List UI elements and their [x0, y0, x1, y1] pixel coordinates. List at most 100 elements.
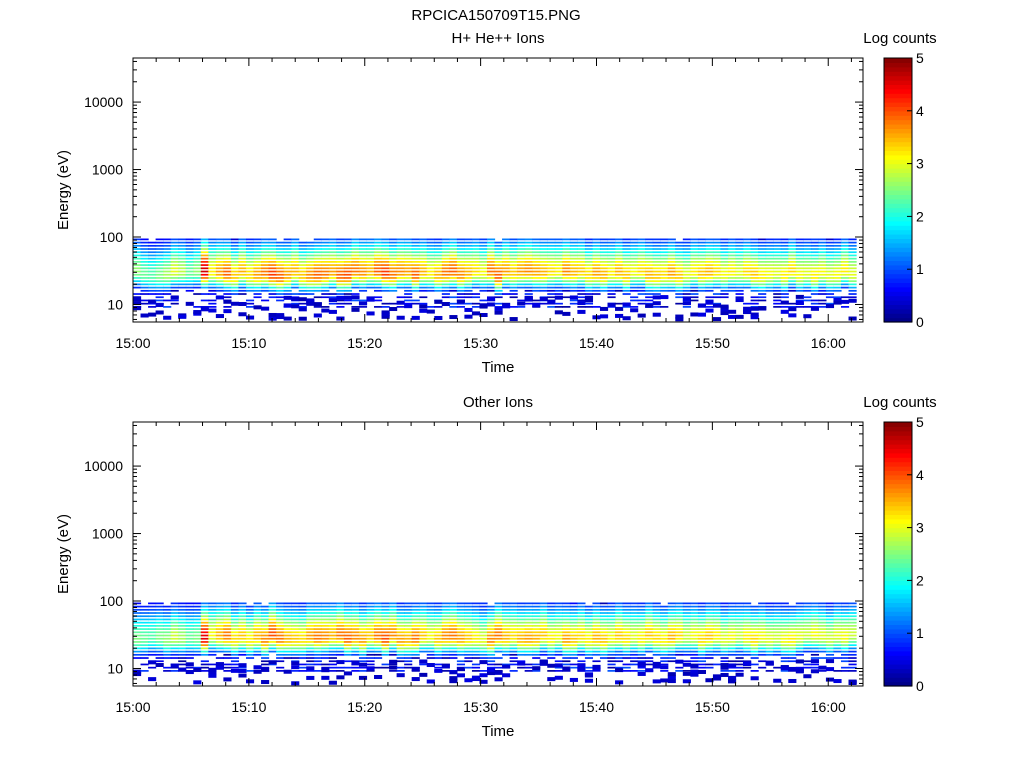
- heatmap-cell: [404, 621, 413, 624]
- heatmap-cell: [795, 602, 804, 605]
- heatmap-cell: [193, 248, 202, 250]
- heatmap-cell: [155, 251, 164, 254]
- heatmap-cell: [486, 277, 496, 279]
- heatmap-cell: [532, 251, 541, 254]
- heatmap-cell: [479, 660, 488, 665]
- heatmap-cell: [298, 653, 307, 656]
- heatmap-cell: [818, 644, 827, 647]
- heatmap-cell: [411, 299, 420, 302]
- heatmap-cell: [140, 283, 149, 286]
- heatmap-cell: [720, 267, 729, 270]
- heatmap-cell: [396, 634, 405, 637]
- heatmap-cell: [193, 241, 202, 244]
- heatmap-cell: [660, 641, 669, 643]
- heatmap-cell: [494, 628, 503, 630]
- heatmap-cell: [381, 277, 390, 279]
- heatmap-cell: [471, 663, 481, 666]
- heatmap-cell: [358, 267, 368, 270]
- heatmap-cell: [675, 628, 684, 630]
- heatmap-cell: [667, 286, 676, 289]
- heatmap-cell: [140, 615, 149, 618]
- heatmap-cell: [652, 286, 661, 289]
- heatmap-cell: [215, 283, 224, 286]
- heatmap-cell: [351, 283, 360, 286]
- heatmap-cell: [720, 261, 729, 263]
- heatmap-cell: [765, 289, 774, 292]
- heatmap-cell: [788, 641, 797, 643]
- colorbar-segment: [884, 58, 912, 63]
- heatmap-cell: [193, 238, 202, 241]
- heatmap-cell: [547, 612, 556, 614]
- heatmap-cell: [471, 644, 481, 647]
- heatmap-cell: [404, 657, 413, 659]
- heatmap-cell: [599, 248, 609, 250]
- heatmap-cell: [758, 634, 767, 637]
- heatmap-cell: [554, 241, 563, 244]
- heatmap-cell: [577, 301, 586, 306]
- heatmap-cell: [547, 289, 556, 292]
- heatmap-cell: [411, 264, 420, 266]
- heatmap-cell: [253, 270, 262, 273]
- heatmap-cell: [351, 286, 360, 289]
- heatmap-cell: [404, 280, 413, 283]
- heatmap-cell: [441, 615, 450, 618]
- heatmap-cell: [426, 238, 435, 241]
- heatmap-cell: [743, 634, 752, 637]
- heatmap-cell: [283, 267, 292, 270]
- heatmap-cell: [652, 625, 661, 627]
- heatmap-cell: [306, 251, 315, 254]
- heatmap-cell: [532, 257, 541, 260]
- heatmap-cell: [780, 280, 789, 283]
- heatmap-cell: [577, 618, 586, 621]
- heatmap-cell: [343, 299, 353, 302]
- heatmap-cell: [554, 618, 563, 621]
- heatmap-cell: [502, 653, 511, 656]
- heatmap-cell: [389, 631, 398, 634]
- heatmap-cell: [660, 257, 669, 260]
- colorbar-segment: [884, 602, 912, 608]
- heatmap-cell: [178, 261, 187, 263]
- heatmap-cell: [675, 286, 684, 289]
- heatmap-cell: [720, 264, 729, 266]
- heatmap-cell: [208, 670, 217, 675]
- heatmap-cell: [652, 644, 661, 647]
- heatmap-cell: [336, 602, 345, 605]
- heatmap-cell: [637, 650, 646, 653]
- heatmap-cell: [539, 637, 548, 640]
- heatmap-cell: [584, 254, 594, 257]
- heatmap-cell: [343, 660, 353, 663]
- heatmap-cell: [276, 628, 285, 630]
- heatmap-cell: [343, 248, 353, 250]
- heatmap-cell: [509, 608, 518, 611]
- heatmap-cell: [245, 315, 255, 320]
- heatmap-cell: [133, 602, 142, 605]
- heatmap-cell: [148, 666, 157, 669]
- heatmap-cell: [479, 612, 488, 614]
- heatmap-cell: [230, 286, 240, 289]
- heatmap-cell: [833, 248, 842, 250]
- heatmap-cell: [298, 293, 307, 295]
- heatmap-cell: [599, 615, 609, 618]
- heatmap-cell: [569, 251, 578, 254]
- heatmap-cell: [276, 296, 285, 299]
- heatmap-cell: [389, 634, 398, 637]
- heatmap-cell: [411, 612, 420, 614]
- heatmap-cell: [509, 244, 518, 247]
- heatmap-cell: [660, 244, 669, 247]
- heatmap-cell: [434, 647, 443, 650]
- heatmap-cell: [795, 615, 804, 618]
- heatmap-cell: [291, 631, 300, 634]
- heatmap-cell: [788, 264, 797, 266]
- heatmap-cell: [645, 615, 654, 618]
- heatmap-cell: [328, 625, 337, 627]
- heatmap-cell: [803, 663, 812, 666]
- heatmap-cell: [645, 628, 654, 630]
- heatmap-cell: [245, 628, 255, 630]
- heatmap-cell: [788, 634, 797, 637]
- heatmap-cell: [245, 612, 255, 614]
- heatmap-cell: [524, 280, 533, 283]
- heatmap-cell: [562, 238, 571, 241]
- heatmap-cell: [419, 286, 428, 289]
- heatmap-cell: [532, 261, 541, 263]
- heatmap-cell: [343, 295, 353, 300]
